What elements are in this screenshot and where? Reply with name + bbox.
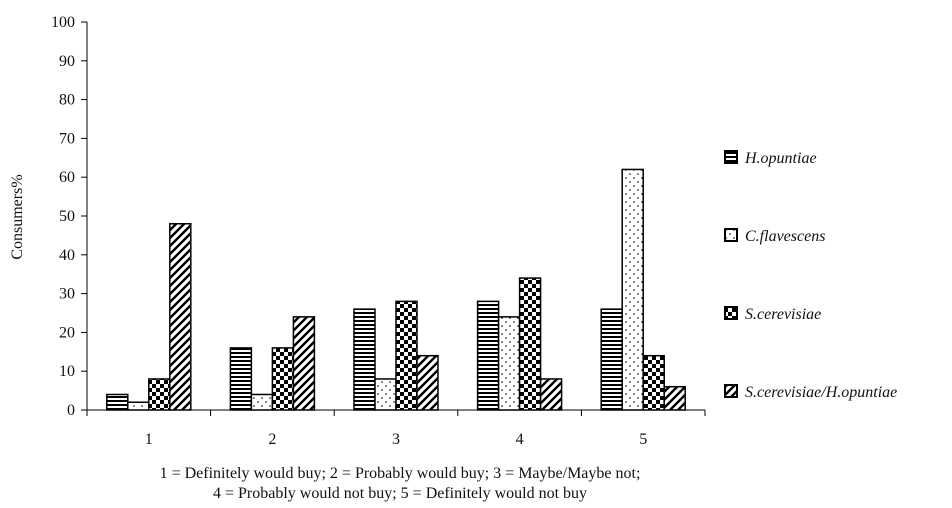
bar-checker — [642, 354, 665, 411]
y-tick-label: 30 — [59, 286, 75, 303]
chart-footnote: 1 = Definitely would buy; 2 = Probably w… — [0, 464, 800, 504]
bar-diagonal-stripes — [663, 385, 686, 411]
bar-dots — [250, 393, 274, 411]
y-tick-label: 20 — [59, 324, 75, 341]
y-tick-label: 80 — [59, 92, 75, 109]
x-tick-label: 3 — [392, 431, 400, 448]
legend-label: S.cerevisiae — [745, 306, 821, 323]
legend-label: H.opuntiae — [744, 150, 817, 167]
bar-checker — [395, 300, 418, 411]
x-tick-label: 1 — [145, 431, 153, 448]
bar-dots — [374, 378, 397, 411]
bar-diagonal-stripes — [539, 378, 563, 411]
x-axis: 1 2 3 4 5 — [86, 409, 706, 448]
bar-horizontal-lines — [353, 308, 376, 411]
bar-chart: 0 10 20 30 40 50 60 70 80 90 100 1 2 3 4 5 H.opuntiae C… — [9, 14, 897, 448]
y-tick-label: 90 — [59, 53, 75, 70]
legend-label: C.flavescens — [745, 228, 825, 245]
legend-swatch — [724, 306, 738, 320]
bar-horizontal-lines — [229, 347, 253, 411]
bar-horizontal-lines — [600, 308, 623, 411]
legend: H.opuntiae C.flavescens S.cerevisiae S.cere… — [724, 150, 897, 401]
bar-dots — [621, 168, 644, 411]
bar-dots — [127, 401, 150, 411]
legend-swatch — [724, 384, 738, 398]
bar-checker — [148, 378, 171, 411]
x-tick-label: 5 — [639, 431, 647, 448]
footnote-line-1: 1 = Definitely would buy; 2 = Probably w… — [159, 465, 641, 482]
legend-swatch — [724, 150, 738, 164]
y-axis: 0 10 20 30 40 50 60 70 80 90 100 — [51, 14, 88, 419]
bar-checker — [518, 277, 542, 411]
y-tick-label: 40 — [59, 247, 75, 264]
bars — [106, 168, 686, 411]
x-tick-label: 2 — [268, 431, 276, 448]
x-tick-label: 4 — [516, 431, 524, 448]
y-axis-title: Consumers% — [9, 174, 26, 259]
legend-swatch — [724, 228, 738, 242]
bar-checker — [271, 347, 295, 411]
y-tick-label: 70 — [59, 130, 75, 147]
bar-diagonal-stripes — [416, 354, 439, 411]
footnote-line-2: 4 = Probably would not buy; 5 = Definite… — [212, 485, 588, 502]
bar-diagonal-stripes — [169, 223, 192, 411]
y-tick-label: 0 — [67, 402, 75, 419]
bar-horizontal-lines — [476, 300, 500, 411]
bar-horizontal-lines — [106, 393, 129, 411]
y-tick-label: 10 — [59, 363, 75, 380]
bar-diagonal-stripes — [292, 316, 316, 411]
y-tick-label: 100 — [51, 14, 75, 31]
legend-label: S.cerevisiae/H.opuntiae — [745, 384, 897, 401]
y-tick-label: 50 — [59, 208, 75, 225]
y-tick-label: 60 — [59, 169, 75, 186]
bar-dots — [497, 316, 521, 411]
